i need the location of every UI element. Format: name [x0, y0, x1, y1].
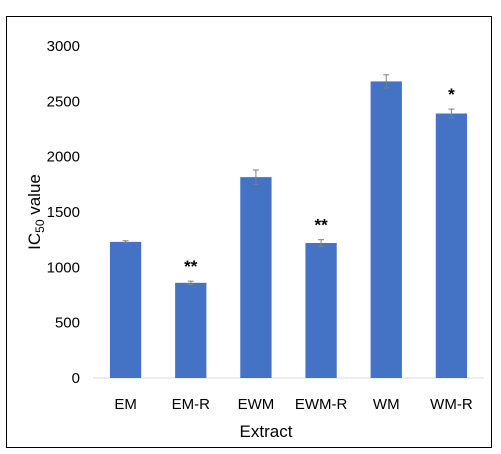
significance-marker-wm-r: *: [448, 85, 455, 104]
y-axis-title-subscript: 50: [33, 219, 47, 233]
significance-marker-ewm-r: **: [314, 216, 328, 235]
y-tick-label: 1500: [47, 204, 80, 221]
x-tick-label: EWM: [238, 396, 275, 413]
y-tick-label: 2500: [47, 93, 80, 110]
bar-em-r: [175, 282, 207, 378]
y-tick-label: 2000: [47, 149, 80, 166]
y-tick-label: 500: [55, 315, 80, 332]
y-tick-label: 3000: [47, 38, 80, 55]
bar-wm-r: [435, 113, 468, 379]
x-tick-label: EM-R: [172, 396, 210, 413]
y-axis-title: IC50 value: [25, 174, 47, 250]
x-axis-title: Extract: [240, 422, 293, 441]
x-tick-label: WM: [373, 396, 400, 413]
error-bar-ewm: [252, 169, 259, 185]
error-bar-wm: [383, 74, 390, 89]
error-bar-ewm-r: [318, 239, 325, 247]
bar-ewm: [240, 177, 272, 378]
y-tick-label: 0: [72, 370, 80, 387]
x-tick-label: EWM-R: [295, 396, 348, 413]
error-bar-em: [122, 240, 129, 244]
error-bar-em-r: [187, 280, 194, 285]
bar-em: [109, 241, 142, 378]
y-axis-title-main: IC: [25, 233, 44, 250]
bar-ewm-r: [305, 242, 337, 378]
y-axis-title-suffix: value: [25, 174, 44, 219]
significance-marker-em-r: **: [184, 257, 198, 276]
y-tick-label: 1000: [47, 259, 80, 276]
x-tick-label: WM-R: [430, 396, 473, 413]
x-tick-label: EM: [114, 396, 137, 413]
error-bar-wm-r: [448, 108, 455, 119]
bar-wm: [370, 81, 402, 378]
